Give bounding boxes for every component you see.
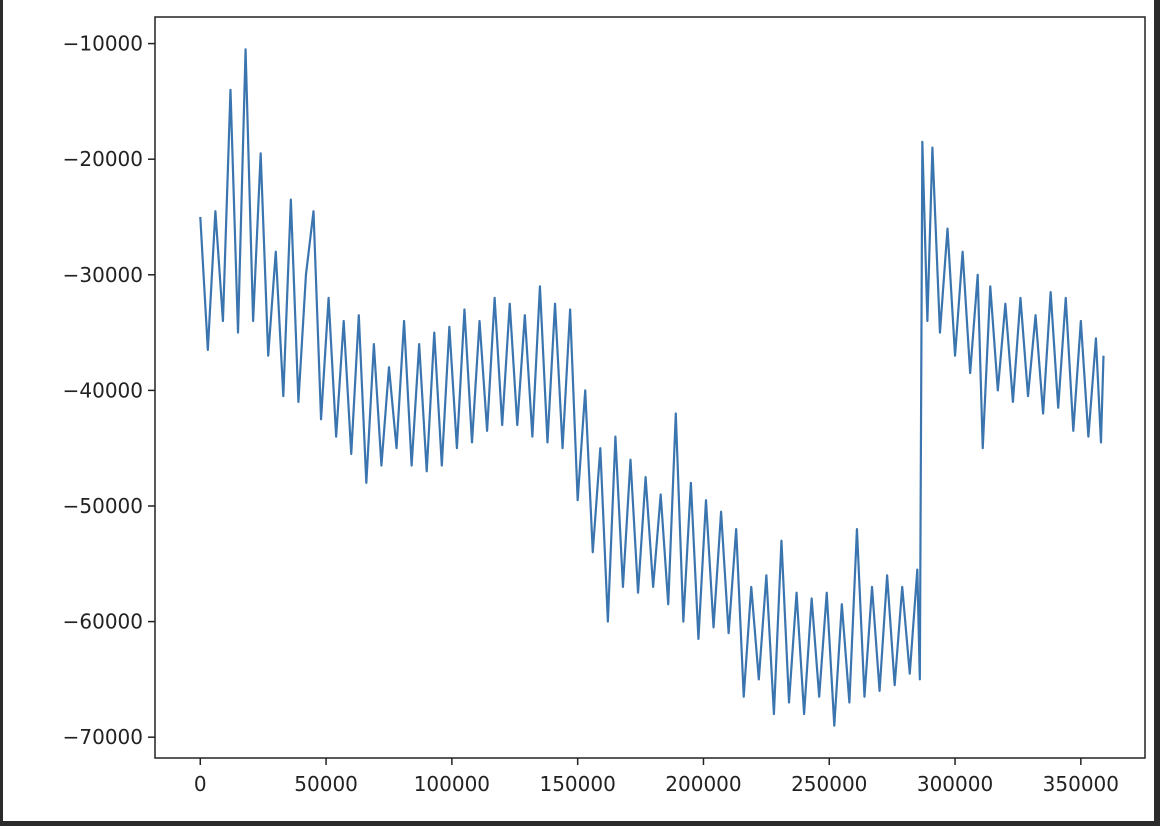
y-tick-label: −20000 [63, 147, 143, 171]
window-frame-bottom [0, 821, 1160, 826]
x-tick-label: 50000 [294, 772, 358, 796]
axes-frame [154, 16, 1146, 759]
x-tick-label: 300000 [917, 772, 993, 796]
plot-area [199, 48, 1105, 727]
y-tick-label: −40000 [63, 378, 143, 402]
y-tick-label: −30000 [63, 263, 143, 287]
x-tick-label: 350000 [1043, 772, 1119, 796]
x-tick-label: 150000 [539, 772, 615, 796]
x-tick-label: 200000 [665, 772, 741, 796]
y-tick-label: −10000 [63, 32, 143, 56]
window-frame-right [1154, 0, 1160, 826]
y-tick-label: −50000 [63, 494, 143, 518]
data-line [199, 48, 1105, 727]
x-tick-label: 250000 [791, 772, 867, 796]
y-tick-label: −70000 [63, 725, 143, 749]
x-tick-label: 100000 [414, 772, 490, 796]
window-frame-left [0, 0, 3, 826]
x-tick-label: 0 [194, 772, 207, 796]
y-tick-label: −60000 [63, 610, 143, 634]
